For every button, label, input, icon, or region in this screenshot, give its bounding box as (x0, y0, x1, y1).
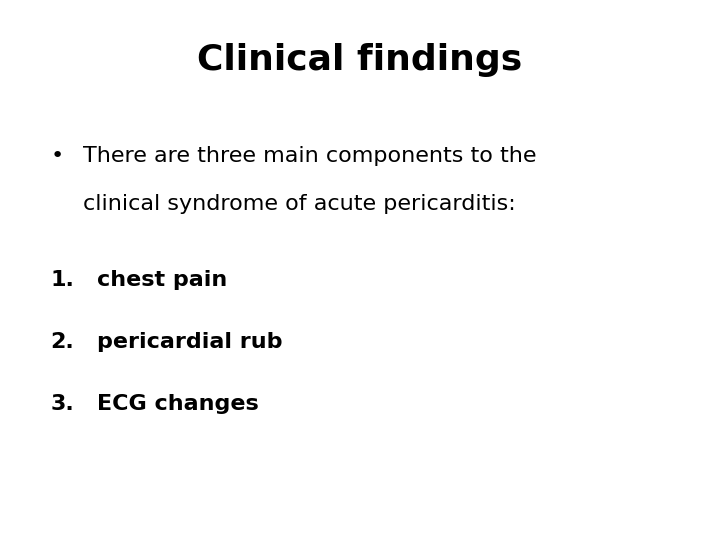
Text: •: • (50, 146, 63, 166)
Text: clinical syndrome of acute pericarditis:: clinical syndrome of acute pericarditis: (83, 194, 516, 214)
Text: ECG changes: ECG changes (97, 394, 259, 414)
Text: 2.: 2. (50, 332, 74, 352)
Text: pericardial rub: pericardial rub (97, 332, 283, 352)
Text: chest pain: chest pain (97, 270, 228, 290)
Text: Clinical findings: Clinical findings (197, 43, 523, 77)
Text: 1.: 1. (50, 270, 74, 290)
Text: There are three main components to the: There are three main components to the (83, 146, 536, 166)
Text: 3.: 3. (50, 394, 74, 414)
